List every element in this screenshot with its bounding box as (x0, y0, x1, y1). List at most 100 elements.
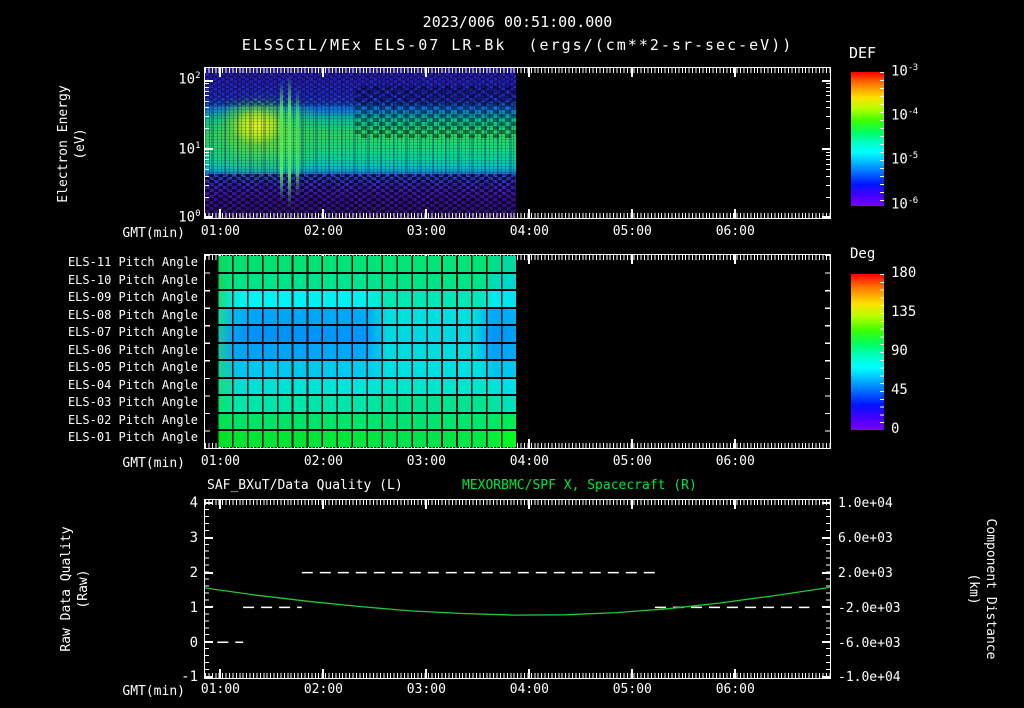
y-tick (205, 196, 209, 198)
y-tick (826, 90, 830, 92)
spectrogram-streak (288, 74, 291, 208)
y-tick (822, 606, 830, 609)
x-tick-label: 05:00 (612, 454, 652, 469)
y-tick (205, 116, 209, 118)
y-tick (205, 86, 209, 88)
y-tick (822, 676, 830, 678)
def-colorbar-title: DEF (849, 44, 877, 62)
y-tick (205, 159, 209, 161)
x-tick-label: 05:00 (612, 682, 652, 697)
x-tick-label: 02:00 (303, 224, 343, 239)
x-major-tick (425, 68, 428, 77)
y-tick (205, 176, 209, 178)
y-minor-ticks-left (205, 502, 209, 678)
x-major-tick (528, 209, 531, 218)
x-tick-labels-row: 01:00 02:00 03:00 04:00 05:00 06:00 (201, 224, 830, 240)
x-tick-label: 04:00 (509, 224, 549, 239)
x-tick-label: 03:00 (406, 454, 446, 469)
x-major-tick (734, 439, 737, 448)
quality-y-tick: 2 (189, 565, 198, 581)
y-tick (205, 536, 213, 539)
x-tick-label: 02:00 (303, 682, 343, 697)
pitch-row (217, 361, 516, 377)
x-tick-label: 05:00 (612, 224, 652, 239)
distance-y-tick: 1.0e+04 (838, 496, 893, 511)
pitch-angle-plot-area (204, 254, 831, 449)
y-tick (205, 216, 213, 218)
pitch-row-label: ELS-11 Pitch Angle (67, 255, 198, 269)
pitch-row-label: ELS-03 Pitch Angle (67, 395, 198, 410)
y-tick (205, 90, 209, 92)
quality-distance-chart (205, 571, 830, 643)
spacecraft-distance-curve (205, 586, 830, 616)
pitch-row-label: ELS-10 Pitch Angle (67, 272, 198, 287)
y-tick (826, 151, 830, 153)
x-tick-labels-row: 01:00 02:00 03:00 04:00 05:00 06:00 (201, 682, 830, 698)
y-tick (205, 151, 209, 153)
quality-panel-title-left: SAF_BXuT/Data Quality (L) (207, 478, 403, 493)
y-tick (826, 155, 830, 157)
y-tick (826, 169, 830, 171)
y-tick (205, 571, 213, 574)
x-major-tick (734, 68, 737, 77)
y-tick (205, 148, 213, 151)
colorbar-label: 10-3 (891, 63, 918, 80)
distance-y-tick: -2.0e+03 (838, 601, 901, 616)
x-tick-label: 06:00 (715, 682, 755, 697)
y-tick (822, 502, 830, 504)
quality-y-tick: -1 (181, 669, 198, 685)
pitch-row-label: ELS-01 Pitch Angle (67, 430, 198, 445)
y-label-line1: Raw Data Quality (59, 526, 74, 652)
y-tick (205, 169, 209, 171)
row-ticks-right (825, 255, 830, 448)
x-major-tick (425, 209, 428, 218)
pitch-row (217, 413, 516, 430)
y-tick (205, 184, 209, 186)
pitch-row (217, 343, 516, 360)
x-minor-ticks (205, 443, 830, 448)
x-axis-label: GMT(min) (122, 456, 185, 471)
x-major-tick (631, 500, 634, 509)
y-tick (822, 641, 830, 644)
y-minor-ticks-right (826, 502, 830, 678)
y-tick (822, 216, 830, 218)
y-tick (205, 95, 209, 97)
y-tick (205, 83, 209, 85)
x-tick-label: 06:00 (715, 224, 755, 239)
colorbar-ticks (880, 274, 884, 430)
y-tick (826, 159, 830, 161)
pitch-row (217, 308, 516, 325)
colorbar-label: 10-6 (891, 196, 918, 213)
spectrogram-dropout-speckle (355, 86, 516, 138)
y-label-line1: Electron Energy (56, 85, 71, 203)
spectrogram-data (205, 68, 516, 218)
x-major-tick (528, 500, 531, 509)
pitch-row-label: ELS-04 Pitch Angle (67, 377, 198, 392)
quality-plot-area (204, 499, 831, 679)
deg-colorbar (851, 274, 884, 430)
y-tick (826, 128, 830, 130)
pitch-row (217, 256, 516, 272)
colorbar-label: 0 (891, 421, 900, 437)
x-minor-ticks (205, 255, 830, 260)
spectrogram-top-speckle (205, 68, 516, 106)
x-tick-label: 03:00 (406, 224, 446, 239)
x-major-tick (322, 500, 325, 509)
x-major-tick (631, 669, 634, 678)
distance-y-tick: 2.0e+03 (838, 566, 893, 581)
pitch-row (217, 273, 516, 290)
deg-colorbar-title: Deg (850, 246, 876, 262)
y-tick-label: 101 (178, 141, 200, 158)
distance-y-axis-label: Component Distance (km) (965, 489, 999, 689)
pitch-row-label: ELS-07 Pitch Angle (67, 325, 198, 340)
y-tick-label: 102 (178, 71, 200, 88)
x-tick-label: 02:00 (303, 454, 343, 469)
spectrogram-y-axis-label: Electron Energy (eV) (55, 59, 89, 229)
y-tick (205, 164, 209, 166)
x-major-tick (219, 209, 222, 218)
y-tick (205, 155, 209, 157)
x-major-tick (631, 255, 634, 264)
y-tick (826, 86, 830, 88)
y-tick (826, 176, 830, 178)
pitch-row-label: ELS-06 Pitch Angle (67, 342, 198, 357)
